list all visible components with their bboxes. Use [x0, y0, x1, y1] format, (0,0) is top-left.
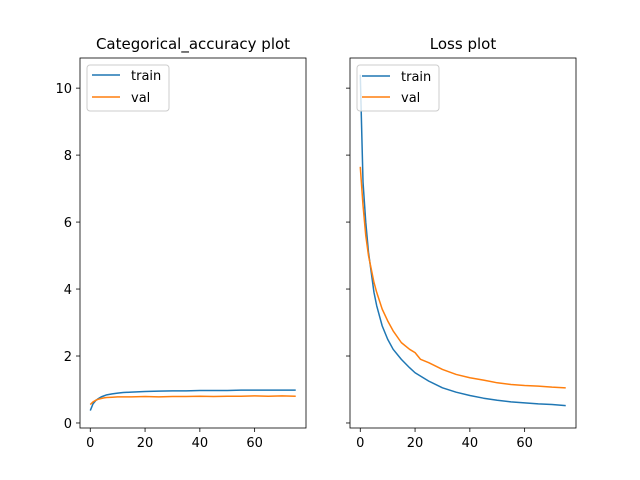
accuracy-y-tick-label: 8	[64, 149, 72, 164]
accuracy-legend-val-label: val	[131, 91, 150, 106]
accuracy-legend-frame	[86, 64, 170, 112]
loss-x-tick-label: 40	[462, 436, 479, 451]
accuracy-x-tick-label: 40	[192, 436, 209, 451]
loss-legend-train-label: train	[401, 70, 431, 85]
accuracy-axes: 0 20 40 60 0 2 4 6 8 10	[55, 57, 307, 451]
loss-axes-frame	[349, 57, 577, 429]
loss-series-val-line	[359, 166, 566, 389]
accuracy-legend: train val	[86, 64, 170, 112]
loss-subplot: Loss plot 0 20 40 60 train val	[346, 35, 577, 451]
loss-x-tick-label: 60	[516, 436, 533, 451]
accuracy-y-tick-label: 2	[64, 350, 72, 365]
loss-plot-title: Loss plot	[430, 35, 497, 53]
loss-axes: 0 20 40 60	[346, 57, 577, 451]
accuracy-x-tick-label: 20	[137, 436, 154, 451]
accuracy-series-train-line	[89, 389, 296, 411]
accuracy-legend-train-label: train	[131, 69, 161, 84]
accuracy-y-tick-label: 0	[64, 417, 72, 432]
accuracy-y-tick-label: 4	[64, 283, 72, 298]
accuracy-y-tick-label: 6	[64, 216, 72, 231]
accuracy-x-tick-label: 60	[246, 436, 263, 451]
accuracy-y-tick-label: 10	[55, 82, 72, 97]
loss-x-tick-label: 0	[356, 436, 364, 451]
accuracy-x-tick-label: 0	[86, 436, 94, 451]
loss-x-tick-label: 20	[407, 436, 424, 451]
loss-legend-val-label: val	[401, 91, 420, 106]
accuracy-plot-title: Categorical_accuracy plot	[96, 35, 290, 54]
accuracy-axes-frame	[79, 57, 307, 429]
accuracy-subplot: Categorical_accuracy plot 0 20 40 60 0 2 4 6 8 10…	[55, 35, 307, 451]
loss-legend: train val	[356, 64, 440, 112]
accuracy-series-val-line	[89, 395, 296, 406]
